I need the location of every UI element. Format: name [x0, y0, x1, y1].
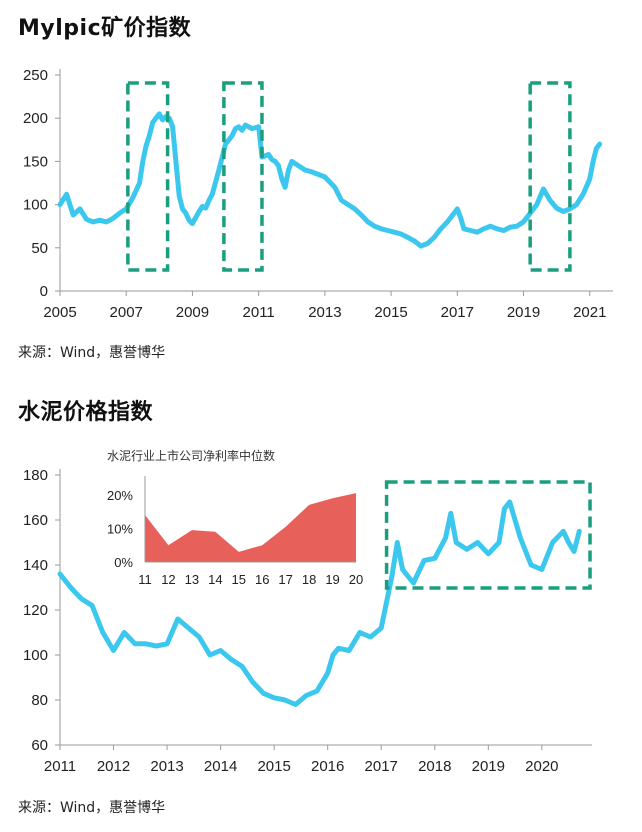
y-tick-label: 100 [23, 647, 48, 664]
x-tick-label: 2017 [365, 758, 398, 775]
y-tick-label: 80 [31, 692, 48, 709]
highlight-box [528, 81, 572, 272]
chart1-title: Mylpic矿价指数 [18, 16, 192, 41]
inset-x-tick-label: 18 [302, 572, 316, 587]
inset-x-tick-label: 17 [278, 572, 292, 587]
mylpic-chart: 0 50 100 150 200 250 2005 2007 2009 2011 2013 2015 2… [23, 67, 613, 321]
x-tick-label: 2020 [525, 758, 558, 775]
x-tick-label: 2015 [257, 758, 290, 775]
x-tick-label: 2007 [110, 304, 143, 321]
x-tick-label: 2019 [472, 758, 505, 775]
inset-y-tick-label: 10% [107, 521, 133, 536]
series-line [57, 499, 582, 707]
inset-x-tick-label: 14 [208, 572, 222, 587]
inset-y-tick-label: 20% [107, 488, 133, 503]
y-tick-label: 50 [31, 240, 48, 257]
x-tick-label: 2013 [150, 758, 183, 775]
x-tick-label: 2021 [573, 304, 606, 321]
y-tick-label: 160 [23, 512, 48, 529]
x-tick-label: 2016 [311, 758, 344, 775]
inset-x-tick-label: 16 [255, 572, 269, 587]
inset-x-tick-label: 12 [161, 572, 175, 587]
highlight-box [384, 480, 592, 590]
x-tick-label: 2019 [507, 304, 540, 321]
y-tick-label: 150 [23, 153, 48, 170]
y-tick-label: 200 [23, 110, 48, 127]
y-tick-label: 140 [23, 557, 48, 574]
x-tick-label: 2017 [441, 304, 474, 321]
x-tick-label: 2011 [44, 758, 76, 775]
x-tick-label: 2018 [418, 758, 451, 775]
chart2-source: 来源：Wind，惠誉博华 [18, 800, 166, 816]
y-tick-label: 250 [23, 67, 48, 84]
y-tick-label: 120 [23, 602, 48, 619]
inset-x-tick-label: 13 [185, 572, 199, 587]
x-tick-label: 2012 [97, 758, 130, 775]
x-tick-label: 2005 [43, 304, 76, 321]
inset-x-tick-label: 11 [138, 572, 152, 587]
x-tick-label: 2011 [243, 304, 275, 321]
inset-x-tick-label: 19 [325, 572, 339, 587]
x-tick-label: 2015 [374, 304, 407, 321]
highlight-box [222, 81, 264, 272]
inset-title: 水泥行业上市公司净利率中位数 [107, 448, 275, 463]
inset-y-tick-label: 0% [114, 555, 133, 570]
y-tick-label: 180 [23, 467, 48, 484]
highlight-box [126, 81, 170, 272]
y-tick-label: 100 [23, 197, 48, 214]
inset-x-tick-label: 15 [232, 572, 246, 587]
inset-area [145, 493, 356, 562]
chart2-title: 水泥价格指数 [18, 400, 154, 425]
y-tick-label: 60 [31, 737, 48, 754]
x-tick-label: 2014 [204, 758, 237, 775]
chart1-source: 来源：Wind，惠誉博华 [18, 345, 166, 361]
y-tick-label: 0 [40, 283, 48, 300]
x-tick-label: 2009 [176, 304, 209, 321]
series-line [57, 111, 603, 249]
inset-x-tick-label: 20 [349, 572, 363, 587]
x-tick-label: 2013 [308, 304, 341, 321]
